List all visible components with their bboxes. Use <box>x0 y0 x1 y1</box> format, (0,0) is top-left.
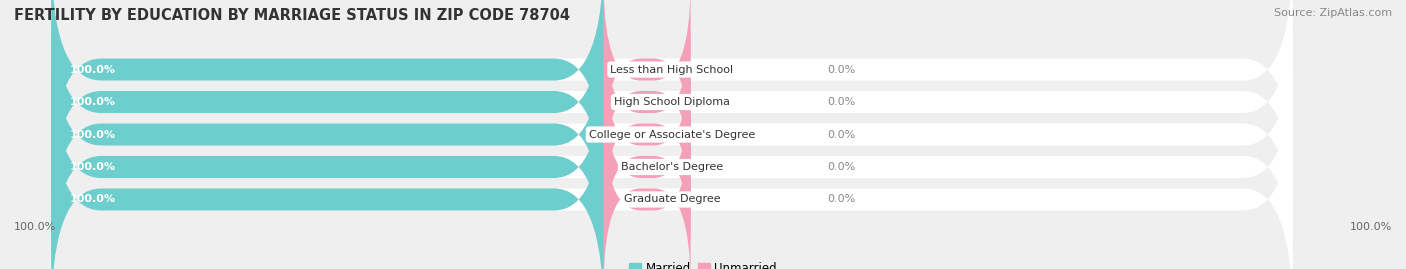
Text: 0.0%: 0.0% <box>827 162 855 172</box>
Legend: Married, Unmarried: Married, Unmarried <box>624 258 782 269</box>
FancyBboxPatch shape <box>51 0 603 188</box>
Text: 100.0%: 100.0% <box>70 65 115 75</box>
FancyBboxPatch shape <box>51 0 1292 221</box>
Text: Graduate Degree: Graduate Degree <box>624 194 720 204</box>
FancyBboxPatch shape <box>603 81 690 253</box>
Text: Source: ZipAtlas.com: Source: ZipAtlas.com <box>1274 8 1392 18</box>
FancyBboxPatch shape <box>603 48 690 221</box>
FancyBboxPatch shape <box>51 81 603 269</box>
Text: 100.0%: 100.0% <box>70 97 115 107</box>
Text: High School Diploma: High School Diploma <box>614 97 730 107</box>
Text: Less than High School: Less than High School <box>610 65 734 75</box>
FancyBboxPatch shape <box>51 48 603 269</box>
Text: 0.0%: 0.0% <box>827 129 855 140</box>
FancyBboxPatch shape <box>51 0 603 221</box>
Text: 100.0%: 100.0% <box>70 194 115 204</box>
Text: Bachelor's Degree: Bachelor's Degree <box>621 162 723 172</box>
FancyBboxPatch shape <box>51 16 1292 253</box>
Text: 100.0%: 100.0% <box>1350 222 1392 232</box>
FancyBboxPatch shape <box>51 16 603 253</box>
FancyBboxPatch shape <box>603 113 690 269</box>
FancyBboxPatch shape <box>51 0 1292 188</box>
Text: 100.0%: 100.0% <box>14 222 56 232</box>
Text: FERTILITY BY EDUCATION BY MARRIAGE STATUS IN ZIP CODE 78704: FERTILITY BY EDUCATION BY MARRIAGE STATU… <box>14 8 569 23</box>
FancyBboxPatch shape <box>51 81 1292 269</box>
FancyBboxPatch shape <box>603 0 690 156</box>
Text: College or Associate's Degree: College or Associate's Degree <box>589 129 755 140</box>
FancyBboxPatch shape <box>603 16 690 188</box>
Text: 0.0%: 0.0% <box>827 65 855 75</box>
Text: 0.0%: 0.0% <box>827 97 855 107</box>
FancyBboxPatch shape <box>51 48 1292 269</box>
Text: 0.0%: 0.0% <box>827 194 855 204</box>
Text: 100.0%: 100.0% <box>70 162 115 172</box>
Text: 100.0%: 100.0% <box>70 129 115 140</box>
